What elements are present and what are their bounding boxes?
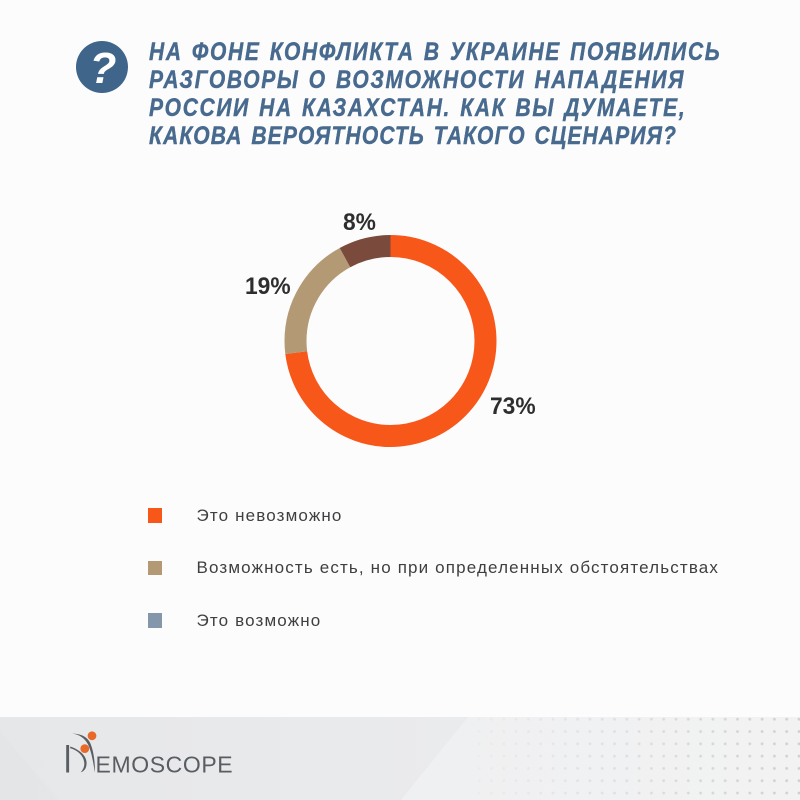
svg-text:EMOSCOPE: EMOSCOPE: [96, 752, 234, 778]
